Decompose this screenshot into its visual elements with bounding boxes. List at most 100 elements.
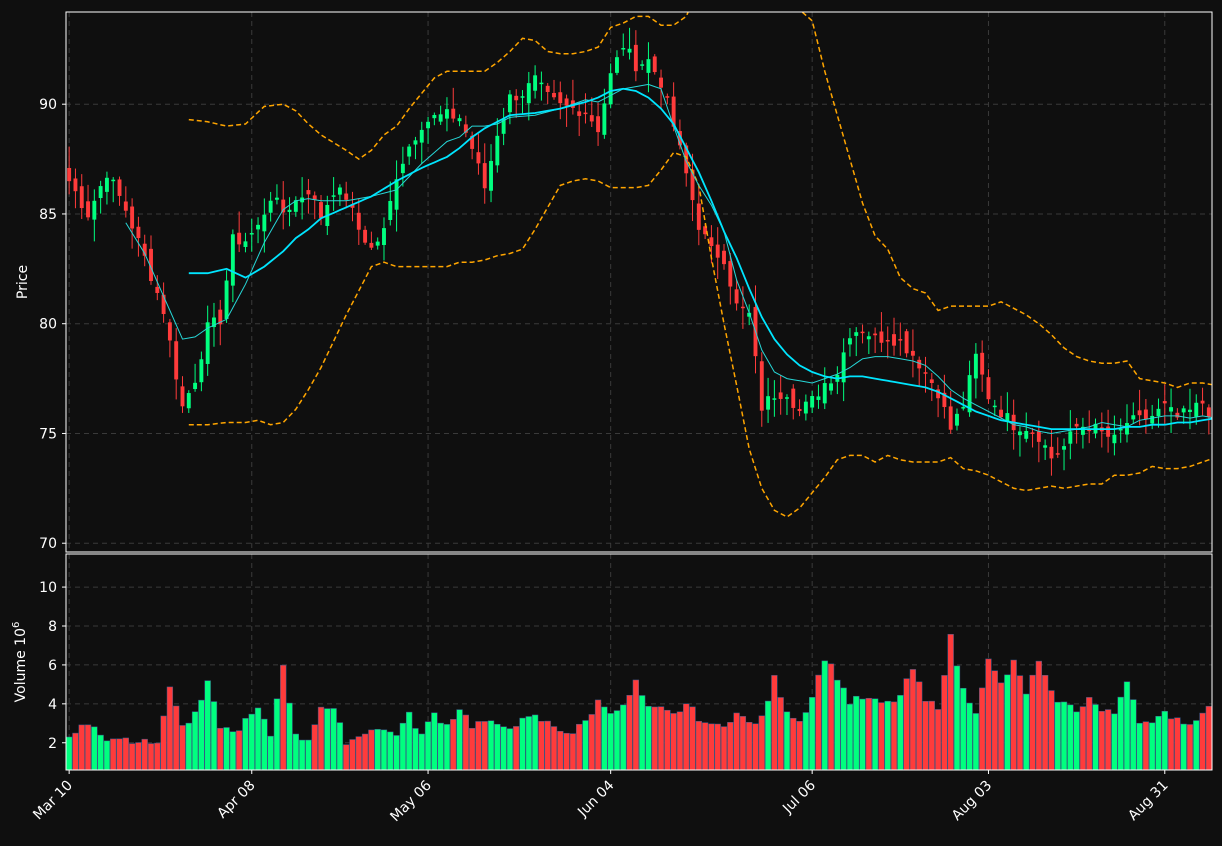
- candle-body: [558, 92, 563, 104]
- candle-body: [552, 92, 556, 98]
- candle-body: [847, 338, 852, 345]
- volume-bar: [500, 726, 507, 771]
- candle-body: [287, 209, 292, 212]
- price-ytick-label: 80: [39, 317, 57, 333]
- candle-body: [489, 160, 493, 191]
- volume-bar: [236, 730, 243, 771]
- volume-bar: [406, 711, 413, 771]
- candle-body: [1137, 410, 1142, 416]
- volume-panel: [66, 554, 1212, 771]
- volume-bar: [122, 737, 129, 771]
- candle-body: [413, 140, 418, 145]
- candle-body: [740, 306, 745, 309]
- candle-body: [816, 396, 821, 400]
- volume-bar: [1155, 715, 1162, 771]
- candle-body: [155, 286, 160, 293]
- price-ytick-label: 90: [39, 97, 57, 113]
- volume-bar: [676, 711, 684, 771]
- candle-body: [199, 359, 204, 383]
- volume-bar: [462, 714, 469, 771]
- candle-body: [444, 109, 449, 119]
- volume-bar: [651, 706, 658, 771]
- volume-bar: [557, 730, 564, 771]
- candle-body: [640, 64, 645, 66]
- candle-body: [936, 389, 941, 399]
- volume-bar: [720, 726, 728, 771]
- candle-body: [759, 361, 764, 411]
- candle-body: [224, 280, 229, 319]
- volume-bar: [135, 742, 142, 771]
- candle-body: [608, 73, 613, 105]
- candle-body: [1125, 423, 1129, 435]
- ma-slow-line: [188, 87, 1212, 431]
- candle-body: [841, 352, 846, 383]
- volume-bar: [966, 702, 973, 771]
- volume-bar: [424, 721, 432, 771]
- candle-body: [1188, 409, 1192, 413]
- volume-bar: [393, 735, 400, 771]
- candle-body: [803, 401, 808, 414]
- candle-body: [1074, 423, 1079, 427]
- volume-bar: [267, 735, 274, 771]
- candle-body: [564, 98, 569, 106]
- candle-body: [986, 377, 991, 400]
- candle-body: [1169, 407, 1174, 412]
- volume-bar: [689, 706, 696, 771]
- volume-bar: [66, 736, 73, 771]
- volume-bar: [790, 717, 797, 771]
- volume-bar: [494, 723, 501, 771]
- candle-body: [1194, 402, 1199, 417]
- volume-ytick-label: 4: [48, 697, 57, 713]
- volume-bar: [909, 669, 917, 771]
- candle-body: [218, 309, 223, 325]
- candle-body: [382, 228, 386, 246]
- candle-body: [822, 383, 827, 404]
- candle-body: [268, 200, 273, 213]
- candle-body: [646, 59, 651, 73]
- volume-bar: [399, 722, 407, 771]
- candle-body: [407, 146, 412, 157]
- volume-bar: [657, 706, 665, 771]
- candle-body: [627, 48, 632, 53]
- volume-bar: [928, 700, 935, 771]
- candle-body: [1087, 429, 1092, 432]
- volume-bar: [368, 729, 375, 771]
- volume-bar: [286, 702, 293, 771]
- volume-bar: [72, 732, 79, 771]
- ma-fast-line: [125, 83, 1212, 435]
- volume-bar: [727, 722, 734, 771]
- volume-bar: [78, 724, 85, 771]
- candle-body: [1030, 432, 1035, 434]
- candle-body: [923, 372, 928, 374]
- volume-bar: [343, 744, 350, 771]
- candle-body: [476, 152, 481, 164]
- candle-body: [363, 229, 368, 243]
- candle-body: [130, 206, 135, 229]
- volume-bar: [254, 707, 262, 771]
- volume-bar: [815, 674, 822, 771]
- volume-bar: [947, 634, 954, 771]
- volume-bar: [827, 663, 835, 771]
- candle-body: [1055, 453, 1060, 455]
- candle-body: [514, 95, 519, 101]
- volume-bar: [569, 733, 577, 771]
- candle-body: [879, 331, 884, 343]
- candle-body: [898, 339, 903, 341]
- candle-body: [111, 179, 116, 182]
- candle-body: [539, 82, 544, 85]
- candle-body: [507, 94, 512, 113]
- volume-bar: [922, 701, 929, 771]
- candle-body: [86, 201, 90, 218]
- candle-body: [778, 392, 783, 399]
- candle-body: [577, 111, 582, 116]
- candle-body: [904, 331, 909, 354]
- volume-bar: [1029, 674, 1036, 771]
- candle-body: [677, 131, 682, 146]
- candle-body: [1162, 401, 1167, 404]
- volume-bar: [802, 712, 810, 771]
- candle-body: [193, 382, 198, 390]
- volume-bar: [84, 724, 92, 771]
- candle-body: [1143, 409, 1148, 420]
- candle-body: [999, 409, 1004, 418]
